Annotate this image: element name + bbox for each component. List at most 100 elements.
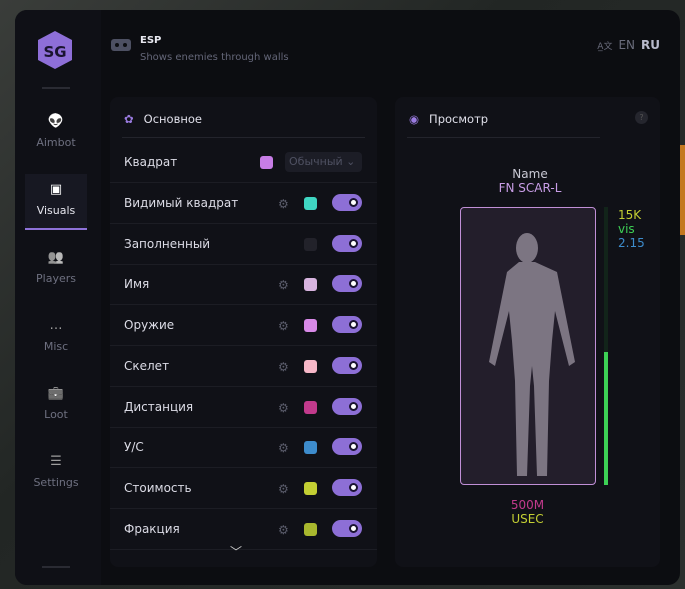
setting-row: Имя ⚙ [110,264,377,306]
help-button[interactable]: ? [635,111,648,124]
sidebar-item-label: Visuals [36,204,76,217]
toggle-switch[interactable] [332,478,362,496]
translate-icon: A̲文 [597,41,613,52]
svg-text:SG: SG [43,43,66,61]
toggle-switch[interactable] [332,194,362,211]
gear-icon[interactable]: ⚙ [278,278,289,293]
sidebar-item-settings[interactable]: ☰ Settings [25,446,87,502]
setting-row: Фракция ⚙ [110,509,377,550]
divider [42,566,70,568]
vr-goggles-icon: ▣ [49,182,63,197]
preview-kd: 2.15 [618,236,645,250]
sidebar-item-label: Settings [33,476,79,489]
sidebar-item-visuals[interactable]: ▣ Visuals [25,174,87,230]
sidebar: SG 👽 Aimbot ▣ Visuals 👥 Players … Misc 💼 Loot ☰ Set… [15,10,101,585]
toggle-switch[interactable] [332,316,362,334]
lang-en-button[interactable]: EN [618,38,636,52]
health-bar [604,207,608,485]
preview-box [460,207,596,485]
toggle-switch[interactable] [332,275,362,293]
logo: SG [38,31,72,69]
gear-icon: ✿ [124,112,134,126]
gear-icon[interactable]: ⚙ [278,197,289,211]
setting-row: Оружие ⚙ [110,305,377,347]
color-swatch[interactable] [304,237,317,251]
gear-icon[interactable]: ⚙ [278,522,289,537]
sidebar-item-label: Players [36,272,76,285]
color-swatch[interactable] [304,197,317,210]
gear-icon[interactable]: ⚙ [278,481,289,496]
gear-icon[interactable]: ⚙ [278,359,289,374]
setting-label: Имя [124,277,150,292]
color-swatch[interactable] [304,441,317,455]
player-model-figure [489,233,575,476]
preview-distance: 500M [510,498,545,512]
setting-label: Фракция [124,521,180,536]
setting-row: Скелет ⚙ [110,346,377,387]
toggle-switch[interactable] [332,356,362,374]
scroll-down-chevron-icon[interactable]: ﹀ [230,545,243,559]
setting-label: У/С [124,440,144,455]
setting-label: Скелет [124,358,170,373]
color-swatch[interactable] [304,319,317,333]
sidebar-item-label: Loot [44,408,68,421]
chat-dots-icon: … [49,318,63,333]
preview-weapon: FN SCAR-L [498,181,562,195]
preview-name-label: Name [512,167,548,181]
setting-label: Дистанция [124,399,194,414]
gear-icon[interactable]: ⚙ [278,319,289,334]
setting-row: Стоимость ⚙ [110,468,377,509]
toggle-switch[interactable] [332,519,362,537]
sidebar-item-loot[interactable]: 💼 Loot [25,378,87,434]
divider [122,137,365,138]
language-switcher: A̲文 EN RU [597,38,660,52]
setting-label: Квадрат [124,155,178,169]
sidebar-item-players[interactable]: 👥 Players [25,242,87,298]
eye-icon: ◉ [409,112,420,126]
toggle-switch[interactable] [332,438,362,456]
select-value: Обычный [289,155,343,168]
setting-label: Оружие [124,318,175,333]
toolbox-icon: 💼 [47,386,65,401]
sidebar-item-label: Aimbot [36,136,76,149]
color-swatch[interactable] [304,400,317,414]
gear-icon[interactable]: ⚙ [278,400,289,415]
color-swatch[interactable] [260,156,273,169]
background-element [678,145,685,235]
section-title: Основное [143,112,202,126]
divider [42,87,70,89]
color-swatch[interactable] [304,359,317,373]
lang-ru-button[interactable]: RU [641,38,660,52]
list-icon: ☰ [50,454,62,469]
app-window: SG 👽 Aimbot ▣ Visuals 👥 Players … Misc 💼 Loot ☰ Set… [15,10,680,585]
setting-row: Заполненный [110,224,377,265]
toggle-switch[interactable] [332,397,362,415]
setting-label: Заполненный [124,236,211,251]
color-swatch[interactable] [304,481,317,495]
box-mode-select[interactable]: Обычный ⌄ [285,152,362,172]
color-swatch[interactable] [304,522,317,536]
setting-row: Дистанция ⚙ [110,387,377,428]
sidebar-item-label: Misc [43,340,69,353]
section-title: Просмотр [429,112,489,126]
preview-faction: USEC [511,512,544,526]
preview-visible: vis [618,222,635,236]
gear-icon[interactable]: ⚙ [278,441,289,456]
setting-row: У/С ⚙ [110,427,377,469]
page-title: ESP [140,35,162,46]
health-bar-fill [604,351,608,485]
sidebar-item-misc[interactable]: … Misc [25,310,87,366]
toggle-switch[interactable] [332,234,362,252]
chevron-down-icon: ⌄ [346,155,356,168]
sidebar-item-aimbot[interactable]: 👽 Aimbot [25,106,87,162]
users-icon: 👥 [47,250,65,265]
setting-row: Видимый квадрат ⚙ [110,183,377,224]
color-swatch[interactable] [304,278,317,292]
setting-label: Видимый квадрат [124,196,239,210]
vr-goggles-icon [111,39,131,51]
main-settings-panel: ✿ Основное Квадрат Обычный ⌄ Видимый квад… [110,97,377,567]
preview-value: 15K [618,208,642,222]
setting-row-square: Квадрат Обычный ⌄ [110,142,377,183]
page-subtitle: Shows enemies through walls [140,52,289,63]
divider [407,137,600,138]
